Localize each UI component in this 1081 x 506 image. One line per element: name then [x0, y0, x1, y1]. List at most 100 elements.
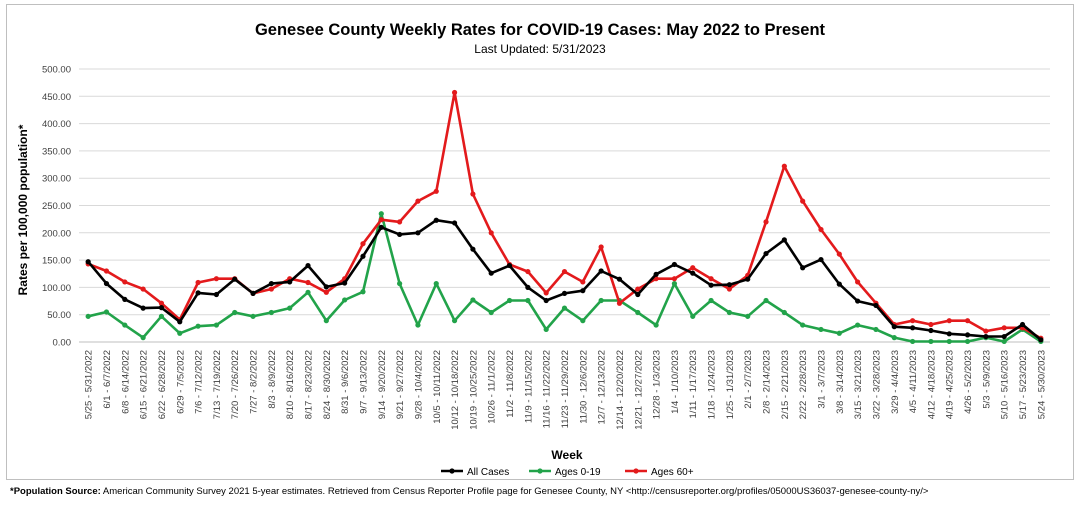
data-point-all-cases	[268, 280, 274, 287]
data-point-ages-60	[855, 279, 861, 285]
data-point-ages-0-19	[891, 335, 897, 341]
y-axis-ticks: 0.00 50.00 100.00 150.00 200.00 250.00 300.00 3…	[42, 65, 71, 349]
x-tick-label: 6/1 - 6/7/2022	[102, 350, 113, 409]
data-point-ages-0-19	[177, 330, 183, 336]
data-point-ages-60	[305, 279, 311, 286]
data-point-ages-60	[543, 290, 549, 296]
data-point-ages-0-19	[506, 297, 513, 304]
x-tick-label: 10/19 - 10/25/2022	[468, 350, 479, 430]
x-tick-label: 8/24 - 8/30/2022	[322, 350, 333, 419]
data-point-all-cases	[726, 282, 732, 288]
x-tick-label: 1/18 - 1/24/2023	[707, 350, 718, 419]
data-point-ages-0-19	[800, 322, 806, 328]
y-tick-label: 300.00	[42, 174, 71, 185]
data-point-all-cases	[873, 302, 879, 309]
x-tick-label: 2/22 - 2/28/2023	[798, 350, 809, 419]
series-line-ages-60	[87, 91, 1042, 340]
x-tick-label: 5/24 - 5/30/2023	[1036, 350, 1047, 419]
data-point-ages-60	[635, 286, 641, 292]
x-tick-label: 5/10 - 5/16/2023	[1000, 350, 1011, 419]
y-tick-label: 200.00	[42, 228, 71, 239]
x-tick-label: 2/8 - 2/14/2023	[762, 350, 773, 414]
data-point-all-cases	[909, 325, 916, 331]
data-point-all-cases	[177, 319, 183, 325]
data-point-ages-0-19	[323, 318, 329, 324]
x-tick-label: 8/3 - 8/9/2022	[267, 350, 278, 409]
data-point-ages-60	[323, 289, 329, 295]
data-point-ages-0-19	[873, 326, 879, 333]
data-point-ages-0-19	[287, 305, 293, 311]
x-tick-label: 12/7 - 12/13/2022	[597, 350, 608, 424]
data-point-ages-0-19	[855, 322, 861, 328]
x-tick-label: 12/21 - 12/27/2022	[633, 350, 644, 430]
data-point-all-cases	[1019, 321, 1026, 328]
data-point-all-cases	[818, 256, 824, 263]
y-tick-label: 450.00	[42, 92, 71, 103]
x-tick-label: 11/2 - 11/8/2022	[505, 350, 516, 418]
data-point-ages-0-19	[122, 322, 128, 328]
data-point-all-cases	[195, 290, 201, 296]
legend-label-ages-0-19: Ages 0-19	[555, 467, 601, 478]
legend-marker-ages-0-19	[537, 468, 543, 474]
chart-subtitle: Last Updated: 5/31/2023	[474, 42, 606, 56]
data-point-ages-0-19	[158, 313, 165, 319]
data-point-ages-0-19	[470, 297, 476, 303]
data-point-ages-0-19	[708, 297, 714, 304]
data-point-ages-0-19	[580, 318, 586, 324]
data-point-ages-60	[708, 276, 714, 282]
data-point-ages-60	[909, 318, 916, 324]
x-tick-label: 4/26 - 5/2/2023	[963, 350, 974, 414]
data-point-all-cases	[378, 224, 384, 230]
data-point-all-cases	[800, 265, 806, 271]
data-point-ages-60	[195, 279, 201, 286]
legend-marker-all-cases	[449, 468, 455, 474]
data-point-all-cases	[287, 279, 293, 285]
x-tick-label: 7/20 - 7/26/2022	[230, 350, 241, 419]
data-point-ages-0-19	[964, 338, 971, 345]
data-point-all-cases	[580, 288, 586, 294]
x-tick-label: 1/4 - 1/10/2023	[670, 350, 681, 414]
x-axis-ticks: 5/25 - 5/31/2022 6/1 - 6/7/2022 6/8 - 6/14…	[84, 350, 1048, 430]
x-tick-label: 7/6 - 7/12/2022	[194, 350, 205, 414]
data-point-ages-0-19	[781, 309, 787, 316]
data-point-ages-0-19	[433, 280, 439, 287]
data-point-ages-60	[397, 219, 403, 225]
x-tick-label: 4/19 - 4/25/2023	[945, 350, 956, 419]
data-point-ages-0-19	[745, 313, 751, 319]
x-tick-label: 6/15 - 6/21/2022	[139, 350, 150, 419]
data-point-all-cases	[415, 230, 421, 236]
data-point-all-cases	[616, 276, 623, 282]
data-point-ages-0-19	[103, 309, 110, 315]
data-point-ages-60	[763, 219, 769, 225]
x-tick-label: 4/12 - 4/18/2023	[926, 350, 937, 419]
data-point-ages-60	[360, 241, 366, 247]
data-point-ages-60	[488, 230, 494, 236]
data-point-ages-0-19	[250, 313, 256, 319]
legend-item-ages-60: Ages 60+	[625, 467, 694, 478]
data-point-all-cases	[323, 284, 329, 290]
data-point-all-cases	[671, 261, 678, 268]
chart-frame: Genesee County Weekly Rates for COVID-19…	[6, 4, 1074, 480]
data-point-ages-0-19	[726, 309, 732, 316]
data-point-ages-0-19	[561, 305, 568, 311]
data-point-ages-60	[378, 217, 384, 223]
data-point-ages-60	[103, 268, 110, 274]
data-point-ages-60	[726, 286, 732, 292]
x-tick-label: 1/25 - 1/31/2023	[725, 350, 736, 419]
data-point-ages-0-19	[653, 322, 659, 328]
data-point-all-cases	[397, 231, 403, 238]
y-tick-label: 0.00	[53, 338, 72, 349]
data-point-ages-60	[433, 188, 439, 194]
data-point-all-cases	[342, 280, 348, 286]
y-tick-label: 350.00	[42, 146, 71, 157]
gridlines	[79, 68, 1050, 343]
x-tick-label: 9/21 - 9/27/2022	[395, 350, 406, 419]
data-point-all-cases	[598, 268, 604, 274]
x-tick-label: 3/15 - 3/21/2023	[853, 350, 864, 419]
x-tick-label: 1/11 - 1/17/2023	[688, 350, 699, 419]
x-tick-label: 9/28 - 10/4/2022	[413, 350, 424, 419]
data-point-all-cases	[506, 262, 513, 269]
data-point-ages-60	[213, 276, 220, 282]
data-point-ages-60	[140, 286, 146, 292]
x-tick-label: 4/5 - 4/11/2023	[908, 350, 919, 413]
